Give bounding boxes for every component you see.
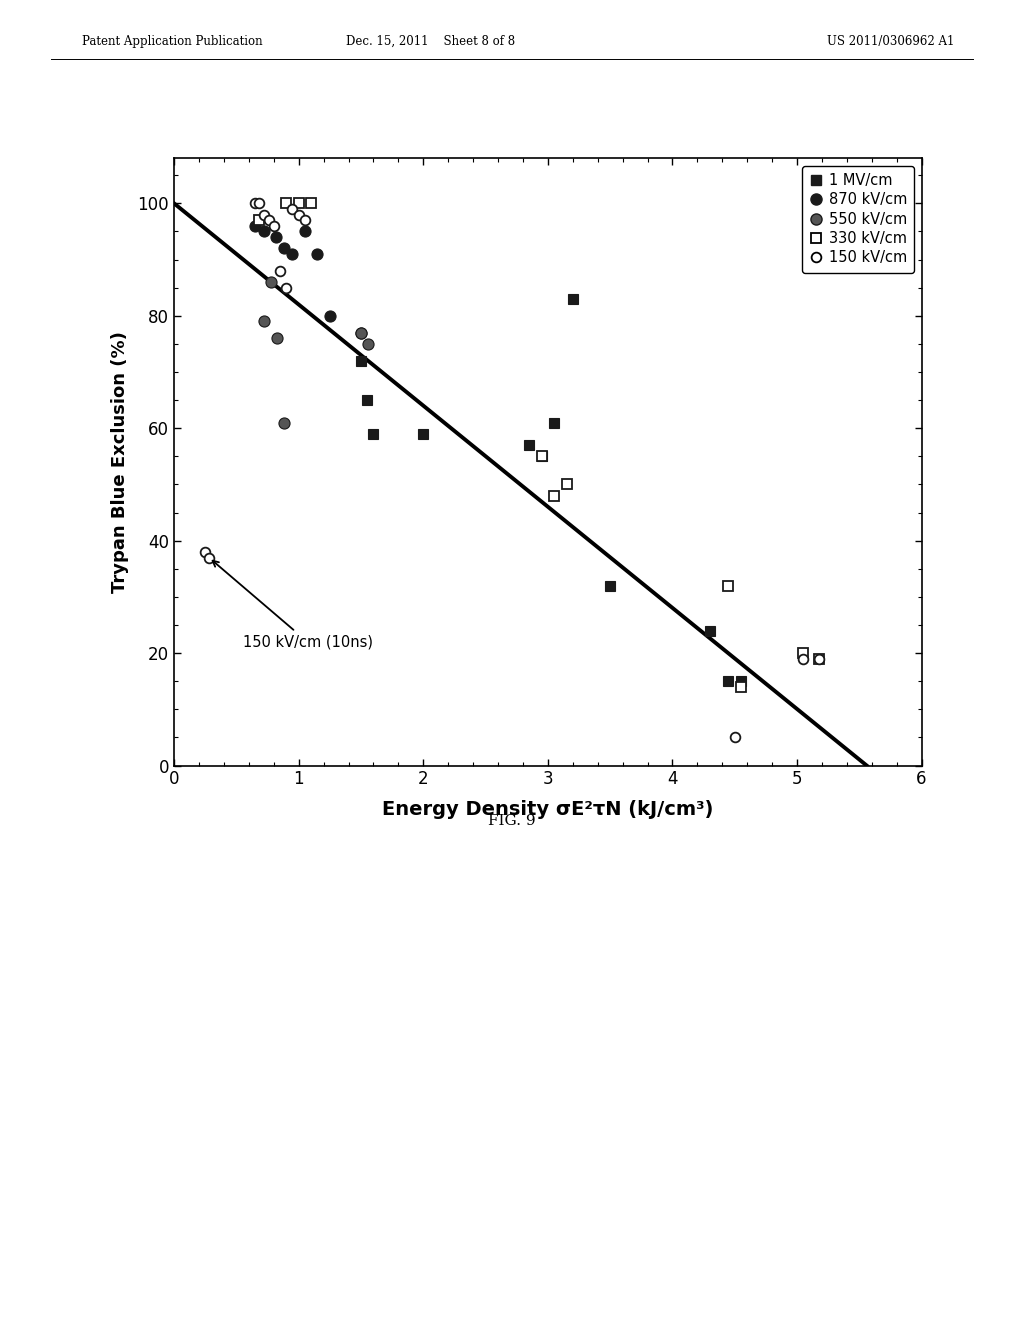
Text: Patent Application Publication: Patent Application Publication — [82, 34, 262, 48]
Text: 150 kV/cm (10ns): 150 kV/cm (10ns) — [213, 561, 373, 649]
Text: FIG. 9: FIG. 9 — [488, 814, 536, 828]
Text: US 2011/0306962 A1: US 2011/0306962 A1 — [827, 34, 954, 48]
Text: Dec. 15, 2011    Sheet 8 of 8: Dec. 15, 2011 Sheet 8 of 8 — [345, 34, 515, 48]
Y-axis label: Trypan Blue Exclusion (%): Trypan Blue Exclusion (%) — [112, 331, 129, 593]
Legend: 1 MV/cm, 870 kV/cm, 550 kV/cm, 330 kV/cm, 150 kV/cm: 1 MV/cm, 870 kV/cm, 550 kV/cm, 330 kV/cm… — [803, 166, 914, 273]
X-axis label: Energy Density σE²τN (kJ/cm³): Energy Density σE²τN (kJ/cm³) — [382, 800, 714, 818]
